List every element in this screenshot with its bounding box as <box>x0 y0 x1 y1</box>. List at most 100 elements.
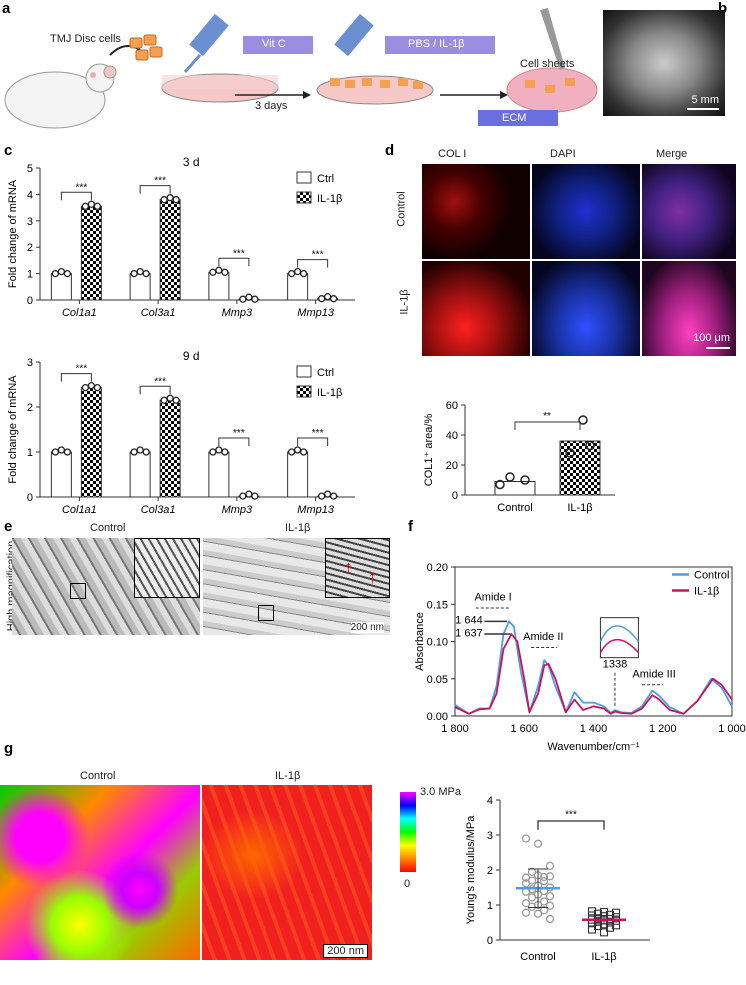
x-tick-label: 1 800 <box>441 723 469 735</box>
data-point <box>527 867 537 876</box>
inset-il1b: ↑ ↑ <box>325 538 390 598</box>
annotation-amide-iii: Amide III <box>632 668 675 680</box>
series-line-1 <box>454 633 733 715</box>
three-days-label: 3 days <box>255 100 288 112</box>
bar-ctrl <box>287 451 309 498</box>
panel-label-d: d <box>385 142 395 159</box>
significance-label: *** <box>312 250 324 261</box>
workflow-schematic <box>4 8 598 129</box>
significance-bracket <box>60 373 92 382</box>
data-point <box>93 384 102 392</box>
significance-bracket <box>60 191 92 201</box>
category-label: Control <box>497 502 532 514</box>
data-point <box>323 490 332 498</box>
y-tick-label: 0.15 <box>427 599 448 611</box>
category-label: IL-1β <box>591 951 616 963</box>
peak-label-1644: 1 644 <box>455 615 483 627</box>
data-point <box>527 902 537 911</box>
chart-col1-area: 0 20 40 60 COL1⁺ area/% Control IL-1β ** <box>423 400 615 514</box>
data-point <box>287 448 296 456</box>
legend-label: Ctrl <box>317 367 334 379</box>
x-tick-label: 1 400 <box>580 723 608 735</box>
bar-ctrl <box>208 451 230 498</box>
disc-3d-image: 5 mm <box>603 10 725 116</box>
bar-il1b <box>559 440 601 496</box>
y-tick-label: 0 <box>452 490 458 502</box>
data-point <box>160 196 168 204</box>
afm-map-control <box>0 785 200 960</box>
plot-frame <box>454 566 733 717</box>
data-point <box>57 446 66 454</box>
tmj-disc-cells-label: TMJ Disc cells <box>50 33 121 45</box>
data-point <box>245 293 253 301</box>
col-label-control: Control <box>80 770 116 782</box>
data-point <box>539 897 549 906</box>
category-label: Mmp13 <box>297 307 335 319</box>
legend-swatch <box>296 385 312 398</box>
bar-ctrl <box>50 273 72 301</box>
data-point <box>611 908 621 917</box>
scale-bar <box>687 108 719 110</box>
data-point <box>130 269 138 278</box>
image-il1b-merge: 100 μm <box>642 261 736 356</box>
data-point <box>87 382 96 390</box>
panel-label-c: c <box>4 142 13 159</box>
data-point <box>142 448 150 456</box>
error-bar <box>528 868 548 908</box>
panel-label-b: b <box>718 0 728 17</box>
data-point <box>251 492 259 500</box>
arrow-icon: ↑ <box>368 567 377 587</box>
data-point <box>317 295 326 303</box>
image-control-merge <box>642 164 736 259</box>
scale-bar <box>706 347 730 349</box>
data-point <box>520 475 530 485</box>
y-tick-label: 0 <box>27 295 33 307</box>
y-tick-label: 0.05 <box>427 674 448 686</box>
significance-label: *** <box>233 428 245 439</box>
col-label-control: Control <box>90 522 126 534</box>
petri-dish-2 <box>316 75 434 105</box>
legend-label: Ctrl <box>317 173 334 185</box>
significance-bracket <box>514 421 581 430</box>
y-tick-label: 3 <box>487 830 493 842</box>
y-tick-label: 40 <box>446 430 458 442</box>
data-point <box>136 446 144 454</box>
image-control-dapi <box>532 164 640 259</box>
bar-il1b <box>159 199 181 301</box>
row-label-control: Control <box>395 191 408 227</box>
data-point <box>587 907 597 916</box>
category-label: Mmp3 <box>222 307 253 319</box>
bar-ctrl <box>208 271 230 301</box>
cells-icon <box>129 34 163 61</box>
bar-il1b <box>80 205 102 301</box>
y-tick-label: 1 <box>487 900 493 912</box>
row-label-il1b: IL-1β <box>398 289 411 315</box>
bar-ctrl <box>50 451 72 498</box>
arrow-icon: ↑ <box>344 557 353 577</box>
y-tick-label: 20 <box>446 460 458 472</box>
y-tick-label: 0 <box>487 935 493 947</box>
data-point <box>545 892 555 901</box>
error-bar <box>594 915 614 925</box>
data-point <box>587 925 597 934</box>
data-point <box>221 448 229 456</box>
legend-swatch <box>296 191 312 204</box>
scale-bar-label: 5 mm <box>691 94 720 106</box>
y-tick-label: 1 <box>27 447 33 459</box>
afm-map-il1b: 200 nm <box>202 785 372 960</box>
y-tick-label: 4 <box>27 189 33 201</box>
image-control-col1 <box>422 164 530 259</box>
color-scale-bar <box>400 792 416 872</box>
data-point <box>51 269 60 278</box>
data-point <box>545 901 555 910</box>
data-point <box>323 293 332 301</box>
data-point <box>160 396 168 404</box>
legend-swatch <box>296 171 312 184</box>
immunofluorescence-grid: COL I DAPI Merge Control IL-1β 100 μm <box>396 148 740 360</box>
legend-label: Control <box>694 569 729 581</box>
inset-line-il1b <box>599 638 639 654</box>
data-point <box>521 908 531 917</box>
col-label-dapi: DAPI <box>550 148 576 160</box>
y-axis-label: COL1⁺ area/% <box>423 414 435 487</box>
